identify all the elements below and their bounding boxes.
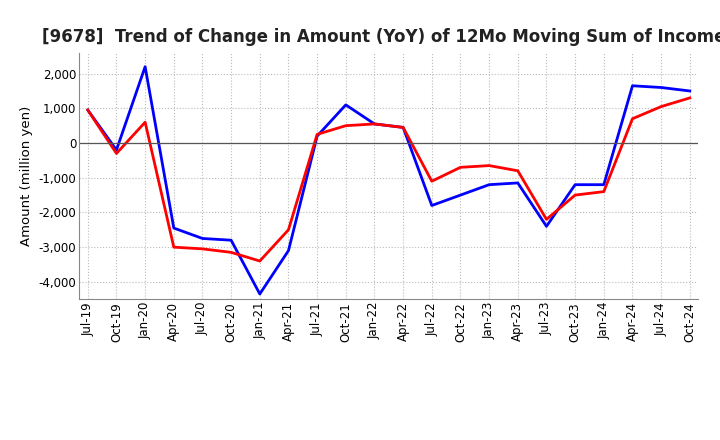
Ordinary Income (256, 291, 264, 297)
Net Income (141, 120, 150, 125)
Y-axis label: Amount (million yen): Amount (million yen) (20, 106, 33, 246)
Ordinary Income (284, 248, 293, 253)
Ordinary Income (84, 107, 92, 113)
Net Income (685, 95, 694, 101)
Net Income (84, 107, 92, 113)
Ordinary Income (341, 102, 350, 107)
Net Income (542, 217, 551, 222)
Ordinary Income (312, 133, 321, 139)
Net Income (485, 163, 493, 168)
Net Income (428, 179, 436, 184)
Net Income (456, 165, 465, 170)
Ordinary Income (485, 182, 493, 187)
Net Income (513, 168, 522, 173)
Net Income (169, 245, 178, 250)
Ordinary Income (657, 85, 665, 90)
Line: Net Income: Net Income (88, 98, 690, 261)
Net Income (657, 104, 665, 109)
Ordinary Income (198, 236, 207, 241)
Net Income (256, 258, 264, 264)
Net Income (284, 227, 293, 232)
Ordinary Income (370, 121, 379, 127)
Title: [9678]  Trend of Change in Amount (YoY) of 12Mo Moving Sum of Incomes: [9678] Trend of Change in Amount (YoY) o… (42, 28, 720, 46)
Net Income (628, 116, 636, 121)
Net Income (312, 132, 321, 137)
Ordinary Income (141, 64, 150, 70)
Ordinary Income (112, 147, 121, 153)
Net Income (198, 246, 207, 252)
Ordinary Income (456, 192, 465, 198)
Net Income (571, 192, 580, 198)
Net Income (341, 123, 350, 128)
Ordinary Income (227, 238, 235, 243)
Ordinary Income (513, 180, 522, 186)
Line: Ordinary Income: Ordinary Income (88, 67, 690, 294)
Ordinary Income (399, 125, 408, 130)
Net Income (399, 125, 408, 130)
Ordinary Income (685, 88, 694, 94)
Net Income (227, 250, 235, 255)
Ordinary Income (428, 203, 436, 208)
Ordinary Income (600, 182, 608, 187)
Ordinary Income (628, 83, 636, 88)
Net Income (600, 189, 608, 194)
Ordinary Income (169, 225, 178, 231)
Ordinary Income (542, 224, 551, 229)
Net Income (370, 121, 379, 127)
Net Income (112, 151, 121, 156)
Ordinary Income (571, 182, 580, 187)
